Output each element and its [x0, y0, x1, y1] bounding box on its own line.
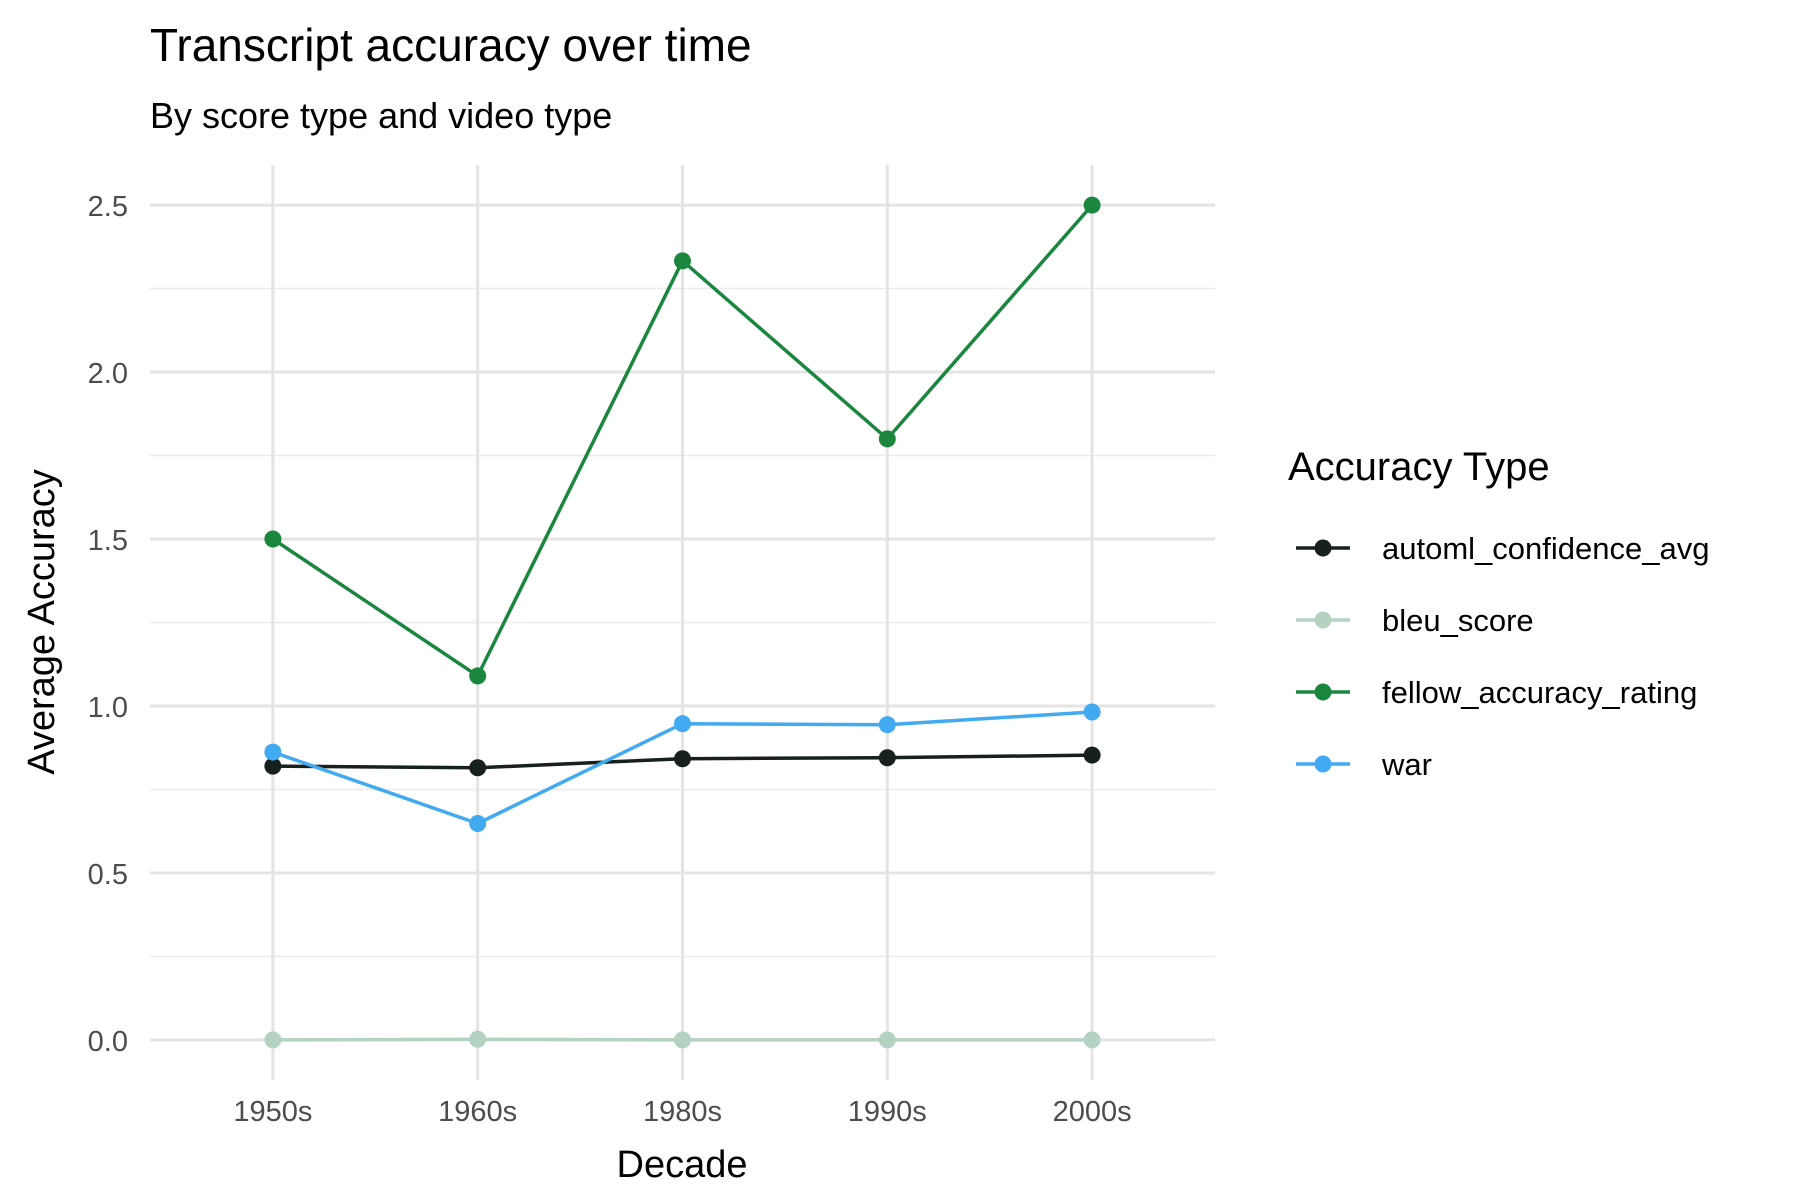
x-tick-label: 1950s [233, 1096, 312, 1128]
data-point [1083, 746, 1101, 764]
y-tick-label: 0.0 [88, 1026, 128, 1058]
legend-item: automl_confidence_avg [1296, 531, 1709, 566]
data-point [878, 430, 896, 448]
data-point [878, 749, 896, 767]
x-tick-label: 1960s [438, 1096, 517, 1128]
legend: automl_confidence_avg bleu_score fellow_ac… [1296, 531, 1709, 782]
legend-key-point [1314, 683, 1332, 701]
series-bleu-score [264, 1030, 1101, 1049]
series-automl-confidence-avg [264, 746, 1101, 777]
data-point [878, 716, 896, 734]
series-layer [264, 196, 1101, 1049]
y-axis-label: Average Accuracy [21, 469, 63, 775]
y-tick-label: 0.5 [88, 859, 128, 891]
data-point [264, 757, 282, 775]
data-point [674, 750, 691, 768]
y-tick-label: 1.5 [88, 525, 128, 557]
data-point [469, 1030, 487, 1048]
chart-subtitle: By score type and video type [150, 95, 612, 136]
legend-title: Accuracy Type [1288, 445, 1550, 489]
y-tick-label: 1.0 [88, 692, 128, 724]
legend-label: bleu_score [1382, 603, 1534, 638]
legend-item: fellow_accuracy_rating [1296, 675, 1697, 710]
data-point [264, 530, 282, 548]
series-fellow-accuracy-rating [264, 196, 1101, 685]
legend-key-point [1314, 611, 1332, 629]
x-tick-label: 1990s [848, 1096, 927, 1128]
data-point [674, 715, 691, 733]
x-tick-label: 1980s [643, 1096, 722, 1128]
data-point [674, 1031, 691, 1049]
y-axis-ticks: 0.0 0.5 1.0 1.5 2.0 2.5 [88, 191, 128, 1058]
grid [150, 165, 1215, 1080]
legend-item: bleu_score [1296, 603, 1534, 638]
data-point [1083, 196, 1101, 214]
data-point [469, 667, 487, 685]
legend-label: fellow_accuracy_rating [1382, 675, 1697, 710]
data-point [469, 815, 487, 833]
x-axis-label: Decade [617, 1144, 748, 1186]
series-war [264, 703, 1101, 833]
x-axis-ticks: 1950s 1960s 1980s 1990s 2000s [233, 1096, 1131, 1128]
legend-key-point [1314, 539, 1332, 557]
legend-label: war [1381, 747, 1432, 782]
legend-key-point [1314, 755, 1332, 773]
legend-label: automl_confidence_avg [1382, 531, 1709, 566]
data-point [674, 252, 691, 270]
y-tick-label: 2.5 [88, 191, 128, 223]
data-point [264, 1031, 282, 1049]
data-point [1083, 703, 1101, 721]
data-point [264, 743, 282, 761]
data-point [878, 1031, 896, 1049]
legend-item: war [1296, 747, 1432, 782]
data-point [1083, 1031, 1101, 1049]
data-point [469, 759, 487, 777]
chart-title: Transcript accuracy over time [150, 19, 752, 71]
y-tick-label: 2.0 [88, 358, 128, 390]
x-tick-label: 2000s [1053, 1096, 1132, 1128]
